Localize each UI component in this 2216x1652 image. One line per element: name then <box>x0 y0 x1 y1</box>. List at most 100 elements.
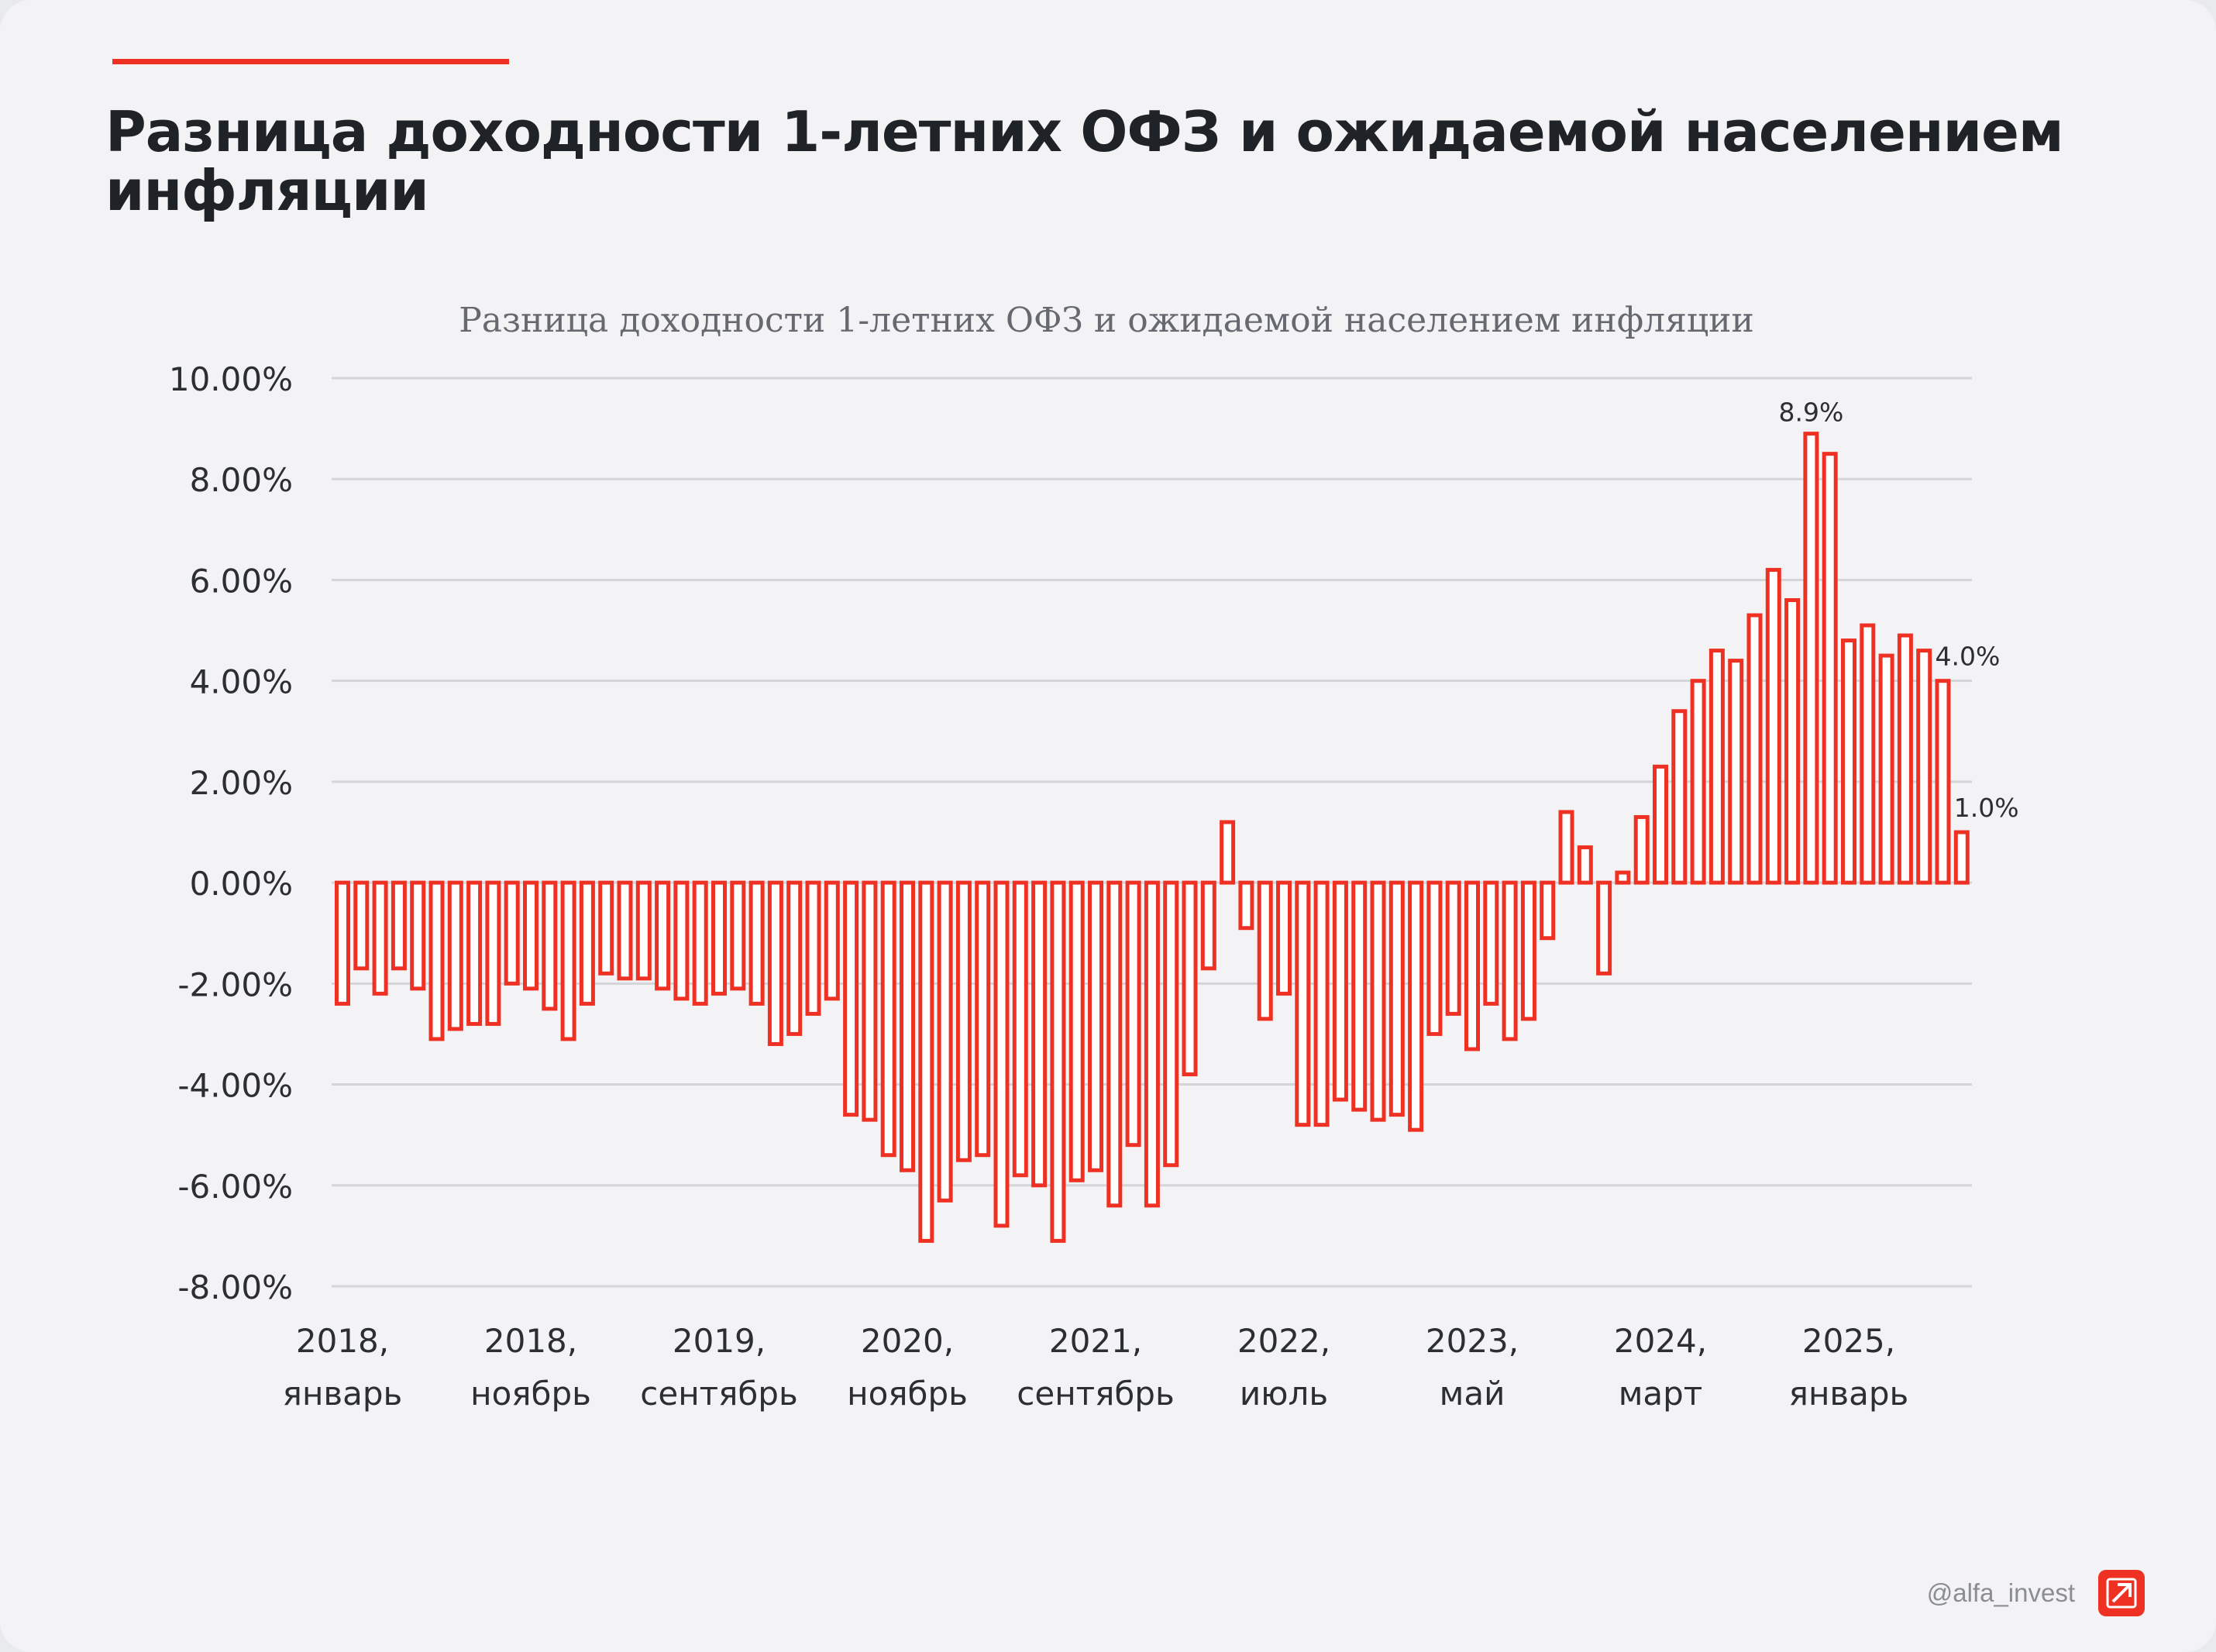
bar <box>485 880 501 1026</box>
bar-chart: Разница доходности 1-летних ОФЗ и ожидае… <box>169 301 2019 1413</box>
bar <box>1935 679 1951 885</box>
bar <box>1445 880 1461 1016</box>
bar <box>391 880 407 971</box>
bar <box>1031 880 1048 1188</box>
bar <box>730 880 746 991</box>
chart-annotations: 8.9% 4.0% 1.0% <box>1778 398 2018 823</box>
y-tick-label: 0.00% <box>190 865 293 903</box>
bar <box>1125 880 1141 1148</box>
bar <box>1426 880 1443 1036</box>
bar <box>1351 880 1368 1112</box>
bar <box>1577 845 1593 885</box>
bar <box>692 880 708 1006</box>
bar <box>1746 613 1763 885</box>
x-tick-label: 2021, <box>1049 1322 1142 1360</box>
y-tick-label: 8.00% <box>190 461 293 499</box>
bar <box>1388 880 1405 1117</box>
bar <box>1765 567 1781 885</box>
x-tick-label: 2022, <box>1237 1322 1330 1360</box>
bar <box>1520 880 1536 1021</box>
bar <box>1708 649 1725 885</box>
bar <box>975 880 991 1158</box>
bar <box>504 880 520 986</box>
chart-title: Разница доходности 1-летних ОФЗ и ожидае… <box>459 301 1754 340</box>
data-label: 8.9% <box>1778 398 1843 428</box>
bar <box>1332 880 1348 1102</box>
x-tick-label: январь <box>1789 1375 1909 1413</box>
bar <box>428 880 445 1041</box>
x-tick-label: июль <box>1240 1375 1328 1413</box>
bar <box>1257 880 1273 1021</box>
bar <box>1068 880 1085 1182</box>
bar <box>1408 880 1424 1132</box>
bar <box>1615 870 1631 885</box>
bar <box>900 880 915 1172</box>
x-tick-label: январь <box>283 1375 403 1413</box>
x-tick-label: март <box>1619 1375 1703 1413</box>
bar <box>880 880 896 1158</box>
bar <box>1106 880 1123 1208</box>
bar <box>466 880 483 1026</box>
x-axis: 2018, январь 2018, ноябрь 2019, сентябрь 2020,… <box>283 1322 1909 1413</box>
alfa-arrow-logo-icon <box>2098 1570 2145 1616</box>
bar <box>617 880 633 981</box>
bar <box>1050 880 1066 1243</box>
bar <box>824 880 840 1001</box>
y-axis: 10.00% 8.00% 6.00% 4.00% 2.00% 0.00% -2.00% -4.… <box>169 360 293 1306</box>
bar <box>1728 659 1744 885</box>
x-tick-label: 2023, <box>1426 1322 1519 1360</box>
bar <box>673 880 690 1001</box>
bar <box>1276 880 1292 996</box>
x-tick-label: ноябрь <box>470 1375 591 1413</box>
bar <box>598 880 614 976</box>
y-tick-label: -4.00% <box>177 1067 293 1105</box>
y-tick-label: 4.00% <box>190 663 293 701</box>
bar <box>843 880 859 1117</box>
bar <box>805 880 821 1016</box>
bar <box>1163 880 1179 1168</box>
bar <box>447 880 463 1031</box>
x-tick-label: 2018, <box>296 1322 389 1360</box>
y-tick-label: -8.00% <box>177 1268 293 1306</box>
bar <box>335 880 350 1006</box>
bar <box>1088 880 1103 1172</box>
x-tick-label: ноябрь <box>847 1375 968 1413</box>
x-tick-label: май <box>1440 1375 1505 1413</box>
bar <box>1803 432 1819 885</box>
bar <box>748 880 765 1006</box>
bar <box>1953 830 1970 885</box>
bar <box>1200 880 1216 971</box>
x-tick-label: сентябрь <box>640 1375 797 1413</box>
bar <box>1690 679 1706 885</box>
bar <box>1633 814 1650 885</box>
bar <box>635 880 652 981</box>
accent-line <box>112 59 509 64</box>
brand: @alfa_invest <box>1927 1570 2145 1616</box>
bar <box>1916 649 1932 885</box>
y-tick-label: -6.00% <box>177 1168 293 1206</box>
bar <box>1238 880 1254 931</box>
bar <box>1220 820 1236 885</box>
bar <box>1558 810 1574 885</box>
bar <box>1860 623 1876 885</box>
bar <box>542 880 558 1011</box>
bar <box>560 880 576 1041</box>
bar <box>1822 452 1838 885</box>
bar <box>1784 597 1801 885</box>
brand-handle: @alfa_invest <box>1926 1578 2075 1607</box>
bar <box>711 880 727 996</box>
bar <box>353 880 370 971</box>
page-title: Разница доходности 1-летних ОФЗ и ожидае… <box>105 99 2064 223</box>
x-tick-label: 2025, <box>1802 1322 1895 1360</box>
x-tick-label: 2019, <box>673 1322 766 1360</box>
bar <box>1540 880 1556 941</box>
bar <box>655 880 671 991</box>
bar <box>1897 633 1913 885</box>
bar <box>1313 880 1330 1127</box>
bar <box>372 880 388 996</box>
bar <box>918 880 934 1243</box>
bar <box>1841 638 1856 885</box>
bar <box>1295 880 1311 1127</box>
x-tick-label: 2024, <box>1614 1322 1707 1360</box>
bar <box>1878 653 1894 885</box>
